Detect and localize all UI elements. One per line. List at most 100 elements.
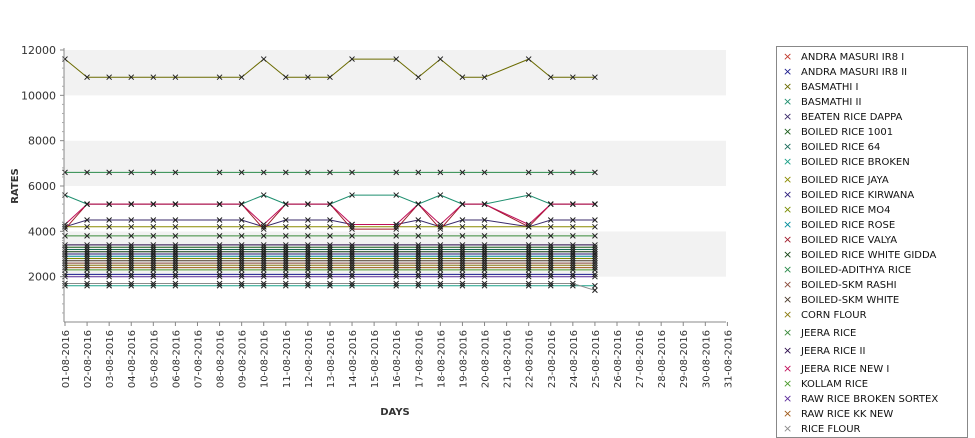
legend-marker-icon: × bbox=[783, 377, 793, 390]
data-point bbox=[592, 273, 598, 280]
data-point bbox=[459, 253, 466, 260]
x-tick-label: 08-08-2016 bbox=[216, 330, 227, 388]
data-point bbox=[305, 244, 311, 251]
data-point bbox=[459, 246, 466, 253]
data-point bbox=[84, 248, 90, 255]
x-tick-label: 27-08-2016 bbox=[635, 330, 646, 388]
data-point bbox=[84, 264, 90, 271]
legend-marker-icon: × bbox=[783, 65, 793, 78]
x-tick-label: 28-08-2016 bbox=[657, 330, 668, 388]
data-point bbox=[282, 251, 289, 257]
legend-marker-icon: × bbox=[783, 155, 793, 168]
series-line bbox=[64, 58, 595, 78]
y-tick-label: 8000 bbox=[28, 135, 56, 148]
data-point bbox=[150, 244, 157, 251]
data-point bbox=[349, 244, 355, 251]
data-point bbox=[547, 262, 554, 269]
data-point bbox=[238, 248, 245, 255]
data-point bbox=[84, 255, 90, 262]
legend-item: × BASMATHI II bbox=[777, 95, 967, 110]
data-point bbox=[62, 255, 68, 262]
legend-marker-icon: × bbox=[783, 125, 793, 138]
legend-item: × BOILED RICE ROSE bbox=[777, 218, 967, 233]
data-point bbox=[569, 257, 576, 264]
data-point bbox=[459, 257, 466, 264]
data-point bbox=[62, 248, 68, 255]
data-point bbox=[437, 282, 444, 289]
x-tick-label: 20-08-2016 bbox=[481, 330, 492, 388]
data-point bbox=[547, 223, 554, 230]
data-point bbox=[238, 233, 245, 239]
data-point bbox=[481, 282, 488, 289]
data-point bbox=[349, 251, 355, 257]
data-point bbox=[305, 260, 311, 266]
data-point bbox=[282, 262, 289, 269]
data-point bbox=[260, 273, 267, 280]
x-tick-label: 30-08-2016 bbox=[701, 330, 712, 388]
data-point bbox=[592, 260, 598, 266]
data-point bbox=[547, 260, 554, 266]
data-point bbox=[393, 251, 400, 257]
legend-marker-icon: × bbox=[783, 278, 793, 291]
data-point bbox=[238, 255, 245, 262]
y-tick-label: 6000 bbox=[28, 180, 56, 193]
data-point bbox=[282, 223, 289, 230]
data-point bbox=[437, 264, 444, 271]
data-point bbox=[106, 223, 113, 230]
data-point bbox=[437, 246, 444, 253]
data-point bbox=[216, 242, 223, 248]
data-point bbox=[106, 271, 113, 278]
x-tick-label: 23-08-2016 bbox=[547, 330, 558, 388]
data-point bbox=[592, 246, 598, 253]
data-point bbox=[525, 257, 532, 264]
data-point bbox=[216, 282, 223, 289]
data-point bbox=[481, 169, 488, 176]
data-point bbox=[260, 271, 267, 278]
data-point bbox=[525, 253, 532, 260]
data-point bbox=[525, 223, 532, 230]
data-point bbox=[62, 271, 68, 278]
x-tick-label: 24-08-2016 bbox=[569, 330, 580, 388]
data-point bbox=[393, 244, 400, 251]
data-point bbox=[84, 233, 90, 239]
legend-marker-icon: × bbox=[783, 173, 793, 186]
legend-item: × JEERA RICE bbox=[777, 326, 967, 341]
data-point bbox=[592, 253, 598, 260]
legend-item: × BOILED RICE KIRWANA bbox=[777, 188, 967, 203]
data-point bbox=[282, 244, 289, 251]
data-point bbox=[260, 56, 267, 62]
data-point bbox=[349, 280, 355, 287]
data-point bbox=[84, 169, 90, 176]
data-point bbox=[238, 267, 245, 273]
series-line bbox=[64, 203, 595, 226]
data-point bbox=[238, 223, 245, 230]
data-point bbox=[172, 201, 179, 207]
data-point bbox=[106, 257, 113, 264]
data-point bbox=[481, 246, 488, 253]
data-point bbox=[128, 251, 135, 257]
legend-marker-icon: × bbox=[783, 326, 793, 339]
data-point bbox=[305, 267, 311, 273]
data-point bbox=[437, 226, 444, 232]
data-point bbox=[349, 255, 355, 262]
data-point bbox=[459, 74, 466, 81]
data-point bbox=[238, 201, 245, 207]
data-point bbox=[260, 257, 267, 264]
legend-item: × BEATEN RICE DAPPA bbox=[777, 110, 967, 125]
data-point bbox=[349, 192, 355, 198]
data-point bbox=[128, 271, 135, 278]
data-point bbox=[569, 267, 576, 273]
data-point bbox=[481, 280, 488, 287]
data-point bbox=[238, 251, 245, 257]
legend-item: × BOILED-SKM RASHI bbox=[777, 278, 967, 293]
legend-label: JEERA RICE II bbox=[801, 346, 866, 357]
data-point bbox=[150, 223, 157, 230]
data-point bbox=[525, 192, 532, 198]
data-point bbox=[327, 257, 333, 264]
data-point bbox=[150, 233, 157, 239]
data-point bbox=[282, 201, 289, 207]
data-point bbox=[415, 264, 422, 271]
data-point bbox=[569, 282, 576, 289]
data-point bbox=[260, 246, 267, 253]
y-tick-label: 4000 bbox=[28, 225, 56, 238]
